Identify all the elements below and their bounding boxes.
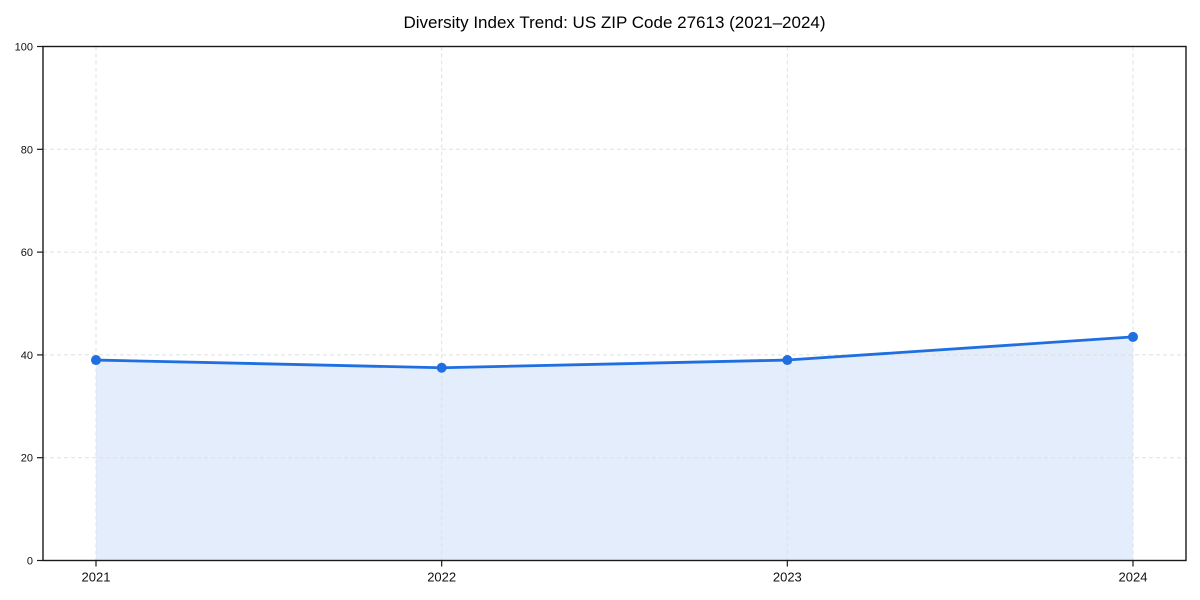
y-axis-tick-label: 80 (21, 144, 33, 156)
data-point-2024 (1128, 331, 1138, 342)
y-axis-tick-label: 60 (21, 247, 33, 259)
x-axis-tick-label: 2023 (773, 570, 802, 585)
data-point-2021 (91, 355, 101, 366)
y-axis-tick-label: 20 (21, 453, 33, 465)
area-fill (96, 336, 1133, 561)
x-axis-tick-label: 2024 (1119, 570, 1148, 585)
x-axis-tick-label: 2022 (427, 570, 456, 585)
y-axis-tick-label: 40 (21, 350, 33, 362)
plot-border (42, 45, 1187, 562)
y-axis-tick-label: 100 (15, 42, 33, 54)
data-point-2023 (782, 355, 793, 366)
x-axis-tick-label: 2021 (82, 570, 111, 585)
data-point-2022 (436, 362, 447, 373)
chart-title: Diversity Index Trend: US ZIP Code 27613… (403, 13, 826, 32)
trend-line (94, 335, 1135, 370)
y-axis-tick-label: 0 (27, 556, 33, 568)
